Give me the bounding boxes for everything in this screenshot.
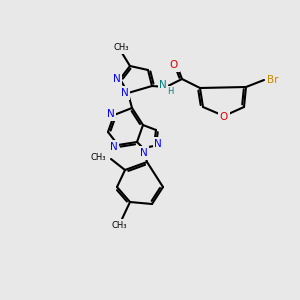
Text: CH₃: CH₃ [113,44,129,52]
Text: CH₃: CH₃ [91,154,106,163]
Text: N: N [110,142,118,152]
Text: Br: Br [267,75,278,85]
Text: N: N [154,139,162,149]
Text: O: O [170,60,178,70]
Text: O: O [220,112,228,122]
Text: N: N [113,74,121,84]
Text: N: N [107,109,115,119]
Text: H: H [167,88,173,97]
Text: N: N [140,148,148,158]
Text: N: N [159,80,167,90]
Text: N: N [121,88,129,98]
Text: CH₃: CH₃ [111,220,127,230]
